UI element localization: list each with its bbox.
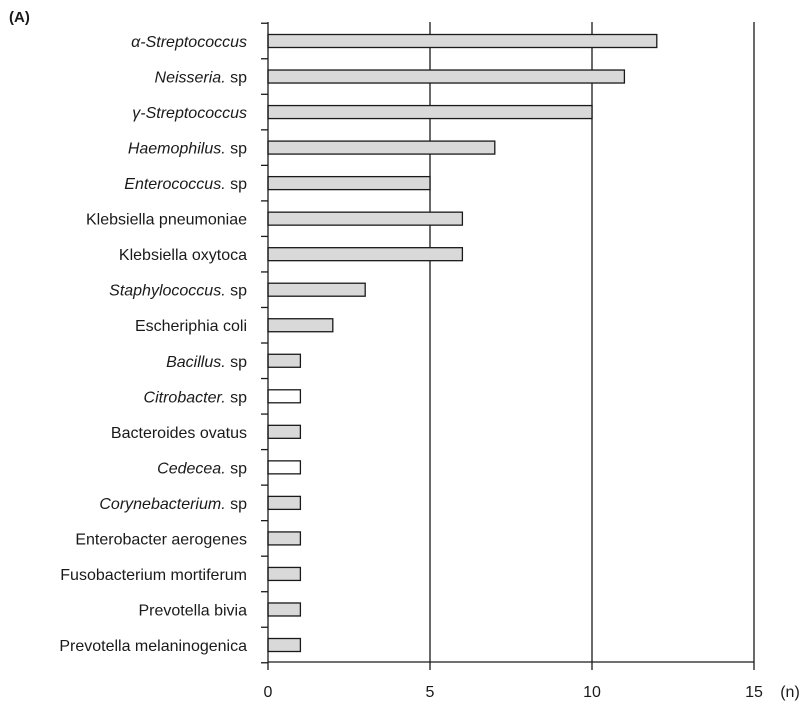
category-label: Staphylococcus. sp bbox=[109, 283, 247, 300]
bar bbox=[267, 495, 302, 511]
bar bbox=[267, 33, 658, 49]
bar bbox=[267, 282, 366, 297]
bar bbox=[267, 389, 302, 404]
bar bbox=[267, 69, 626, 84]
bar bbox=[267, 637, 302, 653]
panel-label: (A) bbox=[9, 9, 30, 26]
category-label: Enterobacter aerogenes bbox=[75, 531, 247, 548]
bar bbox=[267, 424, 302, 439]
bar bbox=[267, 104, 593, 120]
bar bbox=[267, 140, 496, 155]
category-label: Enterococcus. sp bbox=[124, 176, 247, 193]
bar bbox=[267, 460, 302, 475]
bar bbox=[267, 566, 302, 582]
category-label: Escheriphia coli bbox=[135, 318, 247, 335]
category-label: Cedecea. sp bbox=[157, 460, 247, 477]
category-label: Corynebacterium. sp bbox=[99, 496, 247, 513]
axes bbox=[261, 22, 755, 670]
bar bbox=[267, 175, 431, 191]
bars bbox=[267, 33, 658, 653]
x-tick-labels: 0 5 10 15 bbox=[264, 684, 763, 701]
x-tick-label-0: 0 bbox=[264, 684, 273, 701]
category-label: Klebsiella pneumoniae bbox=[86, 212, 247, 229]
category-labels: α-Streptococcus Neisseria. sp γ-Streptococ… bbox=[59, 34, 247, 655]
category-label: Prevotella bivia bbox=[139, 602, 248, 619]
category-label: α-Streptococcus bbox=[131, 34, 247, 51]
x-tick-label-10: 10 bbox=[583, 684, 601, 701]
bar bbox=[267, 211, 464, 226]
category-label: Bacteroides ovatus bbox=[111, 425, 247, 442]
bar bbox=[267, 602, 302, 617]
category-label: Haemophilus. sp bbox=[128, 141, 247, 158]
bar bbox=[267, 531, 302, 546]
category-label: γ-Streptococcus bbox=[132, 105, 247, 122]
bar bbox=[267, 247, 464, 262]
bar bbox=[267, 318, 334, 333]
bar bbox=[267, 353, 302, 368]
category-label: Fusobacterium mortiferum bbox=[60, 567, 247, 584]
category-label: Klebsiella oxytoca bbox=[119, 247, 247, 264]
x-tick-label-5: 5 bbox=[426, 684, 435, 701]
category-label: Bacillus. sp bbox=[166, 354, 247, 371]
gridlines bbox=[429, 22, 755, 662]
x-axis-unit-label: (n) bbox=[780, 684, 800, 701]
x-tick-label-15: 15 bbox=[745, 684, 763, 701]
category-label: Citrobacter. sp bbox=[144, 389, 248, 406]
category-label: Prevotella melaninogenica bbox=[59, 638, 247, 655]
category-label: Neisseria. sp bbox=[155, 70, 248, 87]
